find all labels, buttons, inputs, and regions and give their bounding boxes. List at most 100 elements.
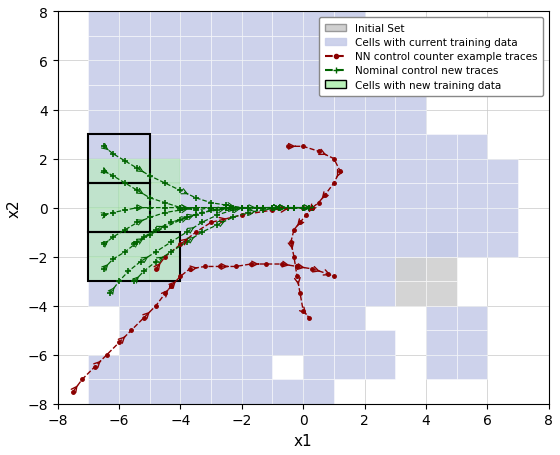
Bar <box>426 257 456 282</box>
Bar <box>180 257 211 282</box>
Bar <box>119 110 150 135</box>
Bar <box>211 184 242 208</box>
Bar <box>119 208 150 233</box>
Bar <box>303 355 334 379</box>
Bar <box>150 355 180 379</box>
Bar <box>119 208 150 233</box>
Bar <box>426 355 456 379</box>
Bar <box>150 86 180 110</box>
Bar <box>180 306 211 330</box>
Bar <box>88 184 150 233</box>
Bar <box>88 184 119 208</box>
Bar <box>334 330 365 355</box>
Bar <box>365 184 395 208</box>
Bar <box>150 233 180 257</box>
Bar <box>395 86 426 110</box>
Bar <box>426 282 456 306</box>
Bar <box>88 37 119 61</box>
Bar <box>88 233 119 257</box>
Bar <box>88 135 150 184</box>
Bar <box>365 233 395 257</box>
Bar <box>365 208 395 233</box>
Bar <box>150 233 180 257</box>
Bar <box>456 184 487 208</box>
Bar <box>88 282 119 306</box>
Bar <box>88 257 119 282</box>
Bar <box>395 257 426 282</box>
Bar <box>273 282 303 306</box>
Bar <box>150 135 180 159</box>
Bar <box>395 110 426 135</box>
Bar <box>150 208 180 233</box>
Bar <box>334 306 365 330</box>
Bar <box>119 12 150 37</box>
Bar <box>456 330 487 355</box>
Bar <box>273 110 303 135</box>
Bar <box>119 135 150 159</box>
Bar <box>242 86 273 110</box>
Bar <box>211 12 242 37</box>
Bar <box>88 233 180 282</box>
Bar <box>211 355 242 379</box>
Bar <box>150 159 180 184</box>
Bar <box>211 37 242 61</box>
Bar <box>334 12 365 37</box>
Bar <box>150 12 180 37</box>
Bar <box>211 306 242 330</box>
Bar <box>88 86 119 110</box>
Bar <box>242 12 273 37</box>
Bar <box>303 135 334 159</box>
Bar <box>180 184 211 208</box>
Bar <box>180 282 211 306</box>
Bar <box>303 12 334 37</box>
Bar <box>395 257 426 282</box>
Bar <box>456 208 487 233</box>
Bar <box>180 159 211 184</box>
Bar <box>303 159 334 184</box>
Legend: Initial Set, Cells with current training data, NN control counter example traces: Initial Set, Cells with current training… <box>319 18 543 96</box>
Bar <box>242 61 273 86</box>
Bar <box>334 208 365 233</box>
Bar <box>150 282 180 306</box>
Bar <box>334 257 365 282</box>
Bar <box>365 355 395 379</box>
Bar <box>242 282 273 306</box>
Bar <box>273 12 303 37</box>
Bar <box>180 330 211 355</box>
Bar <box>365 330 395 355</box>
Bar <box>426 330 456 355</box>
Bar <box>88 257 119 282</box>
Bar <box>365 135 395 159</box>
Bar <box>88 110 119 135</box>
Bar <box>88 12 119 37</box>
Bar <box>150 184 180 208</box>
Bar <box>303 86 334 110</box>
Bar <box>119 355 150 379</box>
Bar <box>426 306 456 330</box>
Bar <box>242 233 273 257</box>
Bar <box>119 233 150 257</box>
Bar <box>365 159 395 184</box>
Bar <box>150 330 180 355</box>
Bar <box>334 355 365 379</box>
Bar <box>334 61 365 86</box>
Bar <box>365 86 395 110</box>
Bar <box>273 330 303 355</box>
Bar <box>487 233 518 257</box>
Bar <box>150 306 180 330</box>
Bar <box>303 208 334 233</box>
Bar <box>211 110 242 135</box>
Bar <box>273 86 303 110</box>
Bar <box>119 257 150 282</box>
Bar <box>119 306 150 330</box>
Bar <box>211 330 242 355</box>
Bar <box>303 282 334 306</box>
Bar <box>119 37 150 61</box>
Bar <box>303 233 334 257</box>
Bar <box>119 233 150 257</box>
Bar <box>365 257 395 282</box>
Bar <box>150 379 180 404</box>
Bar <box>242 306 273 330</box>
Bar <box>88 208 119 233</box>
Bar <box>150 257 180 282</box>
